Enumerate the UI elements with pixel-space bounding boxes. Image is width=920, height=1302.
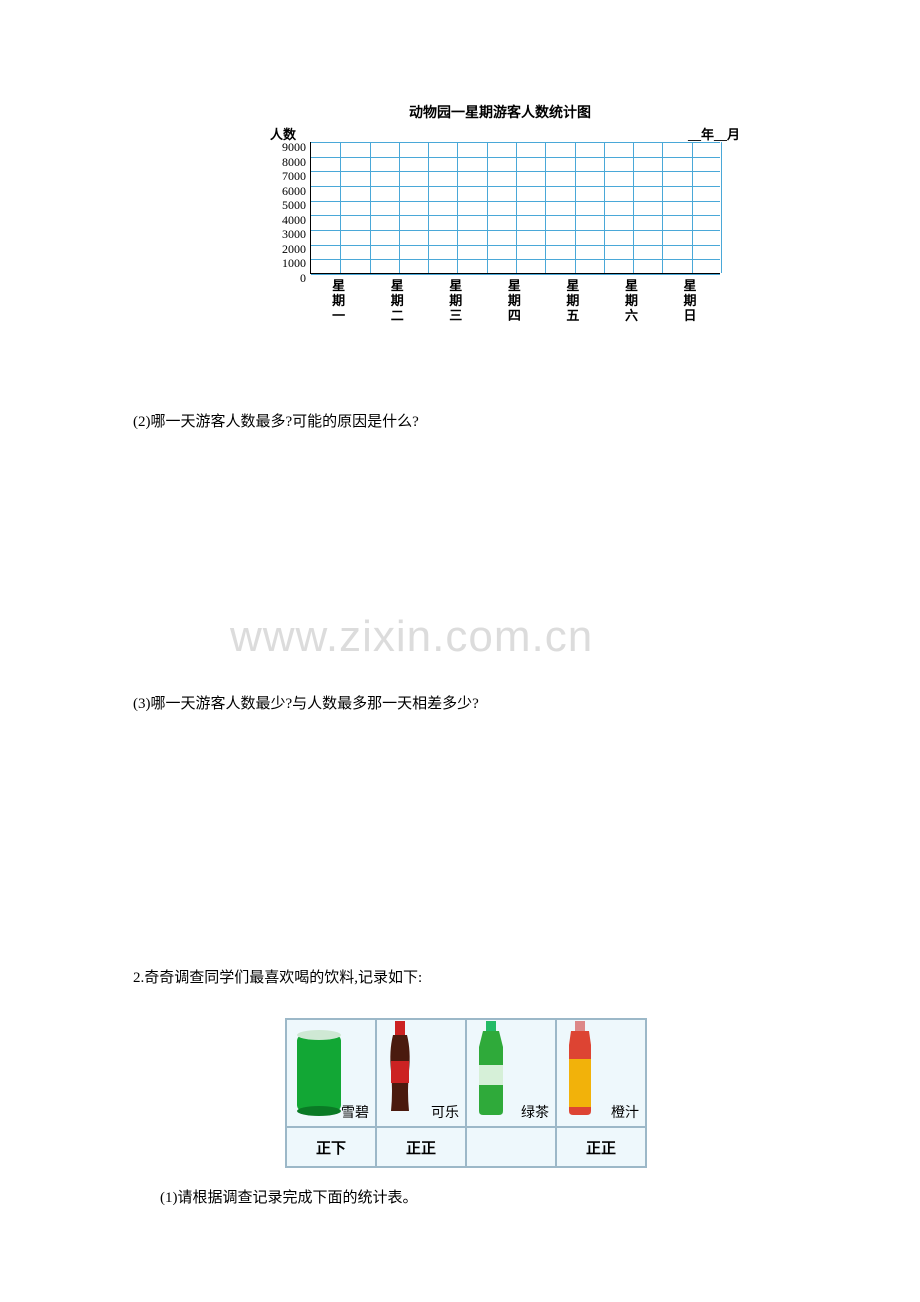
y-tick: 1000 bbox=[270, 256, 306, 271]
question-4: (1)请根据调查记录完成下面的统计表。 bbox=[160, 1186, 418, 1207]
drink-cell: 雪碧 bbox=[286, 1019, 376, 1127]
chart-area: 人数 __年__月 900080007000600050004000300020… bbox=[270, 128, 730, 308]
y-tick: 4000 bbox=[270, 213, 306, 228]
drink-cell: 绿茶 bbox=[466, 1019, 556, 1127]
chart-date-label: __年__月 bbox=[688, 124, 740, 143]
bar-chart-empty: 动物园一星期游客人数统计图 人数 __年__月 9000800070006000… bbox=[270, 102, 730, 332]
drink-label: 绿茶 bbox=[521, 1102, 549, 1122]
juice-icon bbox=[563, 1021, 597, 1122]
y-tick: 8000 bbox=[270, 155, 306, 170]
x-label: 星期日 bbox=[682, 278, 698, 323]
question-3: (3)哪一天游客人数最少?与人数最多那一天相差多少? bbox=[133, 692, 479, 713]
watermark-text: www.zixin.com.cn bbox=[230, 612, 593, 662]
cola-icon bbox=[383, 1021, 417, 1122]
x-label: 星期四 bbox=[506, 278, 522, 323]
bottle-icon bbox=[473, 1021, 509, 1122]
drink-image-row: 雪碧 可乐 绿茶 橙汁 bbox=[286, 1019, 646, 1127]
drink-tally-row: 正下正正正正 bbox=[286, 1127, 646, 1167]
chart-grid bbox=[310, 142, 720, 274]
question-2: (2)哪一天游客人数最多?可能的原因是什么? bbox=[133, 410, 419, 431]
y-tick: 3000 bbox=[270, 227, 306, 242]
drink-label: 雪碧 bbox=[341, 1102, 369, 1122]
tally-cell bbox=[466, 1127, 556, 1167]
drink-label: 橙汁 bbox=[611, 1102, 639, 1122]
y-tick: 7000 bbox=[270, 169, 306, 184]
x-label: 星期五 bbox=[565, 278, 581, 323]
tally-cell: 正正 bbox=[556, 1127, 646, 1167]
y-axis-ticks: 9000800070006000500040003000200010000 bbox=[270, 140, 306, 285]
problem-2-intro: 2.奇奇调查同学们最喜欢喝的饮料,记录如下: bbox=[133, 966, 422, 987]
drink-survey-table: 雪碧可乐绿茶橙汁 正下正正正正 bbox=[285, 1018, 647, 1168]
drink-cell: 橙汁 bbox=[556, 1019, 646, 1127]
can-icon bbox=[293, 1027, 345, 1122]
chart-title: 动物园一星期游客人数统计图 bbox=[270, 102, 730, 122]
drink-cell: 可乐 bbox=[376, 1019, 466, 1127]
x-label: 星期三 bbox=[448, 278, 464, 323]
x-label: 星期六 bbox=[624, 278, 640, 323]
y-tick: 0 bbox=[270, 271, 306, 286]
y-tick: 5000 bbox=[270, 198, 306, 213]
tally-cell: 正正 bbox=[376, 1127, 466, 1167]
y-tick: 2000 bbox=[270, 242, 306, 257]
x-label: 星期二 bbox=[389, 278, 405, 323]
y-tick: 9000 bbox=[270, 140, 306, 155]
x-label: 星期一 bbox=[331, 278, 347, 323]
y-tick: 6000 bbox=[270, 184, 306, 199]
tally-cell: 正下 bbox=[286, 1127, 376, 1167]
drink-label: 可乐 bbox=[431, 1102, 459, 1122]
